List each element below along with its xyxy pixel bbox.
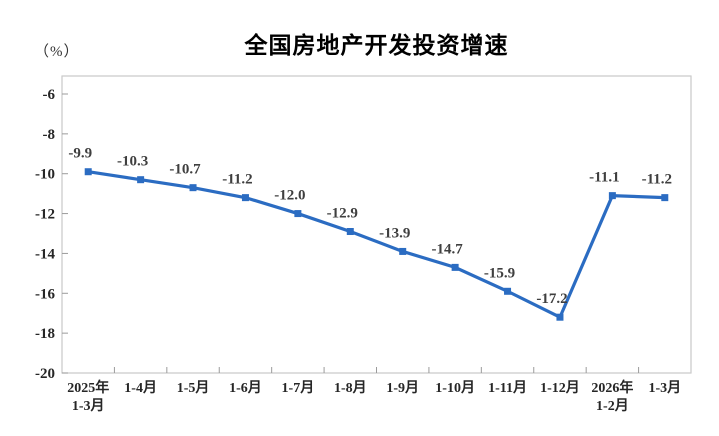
data-point-label: -10.3: [117, 154, 148, 170]
data-point-marker: [661, 194, 669, 202]
data-point-label: -12.0: [274, 188, 305, 204]
data-point-label: -12.9: [327, 206, 358, 222]
y-tick-label: -12: [35, 207, 55, 223]
chart-title: 全国房地产开发投资增速: [244, 32, 509, 58]
data-point-marker: [346, 228, 354, 236]
data-point-label: -10.7: [169, 162, 201, 178]
x-tick-label: 1-6月: [229, 380, 262, 396]
y-tick-label: -10: [35, 167, 55, 183]
x-tick-label: 1-4月: [124, 380, 157, 396]
data-point-label: -11.2: [222, 172, 252, 188]
x-tick-label: 1-5月: [177, 380, 210, 396]
y-tick-label: -8: [43, 127, 56, 143]
x-tick-label: 1-3月: [648, 380, 681, 396]
y-axis-unit-label: （%）: [34, 44, 80, 60]
data-point-marker: [504, 287, 512, 295]
data-point-marker: [556, 313, 564, 321]
data-point-marker: [137, 176, 145, 184]
plot-border: [61, 75, 692, 374]
x-tick-label: 1-12月: [540, 380, 580, 396]
data-point-marker: [294, 210, 302, 218]
data-point-marker: [84, 168, 92, 176]
data-point-label: -11.1: [589, 170, 619, 186]
x-tick-label: 1-11月: [488, 380, 527, 396]
x-tick-label: 1-8月: [334, 380, 367, 396]
y-tick-label: -18: [35, 326, 55, 342]
data-point-marker: [451, 263, 459, 271]
data-point-marker: [608, 192, 616, 200]
data-point-label: -15.9: [484, 265, 515, 281]
x-tick-label: 1-9月: [386, 380, 419, 396]
data-point-label: -9.9: [68, 146, 92, 162]
data-point-label: -14.7: [432, 241, 464, 257]
x-tick-label: 1-10月: [435, 380, 475, 396]
data-point-label: -13.9: [379, 225, 410, 241]
data-point-marker: [241, 194, 249, 202]
y-tick-label: -20: [35, 366, 55, 382]
x-tick-label: 2025年 1-3月: [67, 379, 109, 414]
y-tick-label: -6: [43, 87, 56, 103]
line-series: [87, 170, 665, 320]
y-tick-label: -16: [35, 286, 55, 302]
data-point-marker: [189, 184, 197, 192]
data-point-marker: [399, 247, 407, 255]
data-point-label: -17.2: [536, 291, 567, 307]
y-tick-label: -14: [35, 246, 55, 262]
x-tick-label: 1-7月: [282, 380, 315, 396]
data-point-label: -11.2: [642, 172, 672, 188]
x-tick-label: 2026年 1-2月: [591, 379, 633, 414]
